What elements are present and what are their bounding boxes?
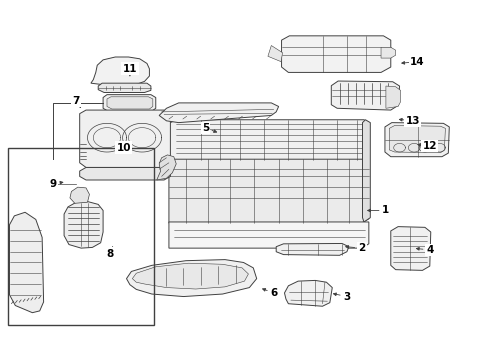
- Text: 7: 7: [72, 96, 80, 106]
- Polygon shape: [98, 83, 151, 93]
- Text: 12: 12: [422, 141, 436, 151]
- Text: 6: 6: [269, 288, 277, 298]
- Polygon shape: [103, 95, 156, 111]
- Text: 1: 1: [382, 206, 389, 216]
- Polygon shape: [267, 45, 282, 62]
- Polygon shape: [107, 97, 153, 109]
- Bar: [8, 148, 154, 325]
- Polygon shape: [168, 222, 368, 248]
- Polygon shape: [388, 126, 445, 153]
- Polygon shape: [132, 263, 248, 289]
- Polygon shape: [284, 280, 331, 306]
- Polygon shape: [330, 81, 399, 110]
- Text: 13: 13: [405, 116, 419, 126]
- Polygon shape: [70, 187, 89, 203]
- Polygon shape: [168, 120, 368, 160]
- Polygon shape: [9, 212, 43, 313]
- Text: 3: 3: [343, 292, 350, 302]
- Text: 10: 10: [116, 143, 131, 153]
- Polygon shape: [159, 103, 278, 123]
- Text: 4: 4: [425, 245, 432, 255]
- Polygon shape: [157, 155, 176, 180]
- Polygon shape: [384, 123, 448, 157]
- Polygon shape: [80, 110, 170, 167]
- Polygon shape: [362, 120, 369, 222]
- Polygon shape: [168, 159, 368, 223]
- Polygon shape: [390, 226, 430, 270]
- Text: 11: 11: [122, 64, 137, 74]
- Text: 14: 14: [409, 57, 424, 67]
- Polygon shape: [64, 202, 103, 248]
- Text: 8: 8: [106, 248, 114, 258]
- Polygon shape: [380, 47, 395, 58]
- Polygon shape: [385, 86, 400, 108]
- Polygon shape: [126, 260, 256, 297]
- Text: 2: 2: [357, 243, 365, 253]
- Text: 9: 9: [50, 179, 57, 189]
- Text: 5: 5: [202, 123, 209, 133]
- Polygon shape: [80, 167, 170, 180]
- Polygon shape: [91, 57, 149, 85]
- Polygon shape: [281, 36, 390, 72]
- Polygon shape: [276, 243, 348, 255]
